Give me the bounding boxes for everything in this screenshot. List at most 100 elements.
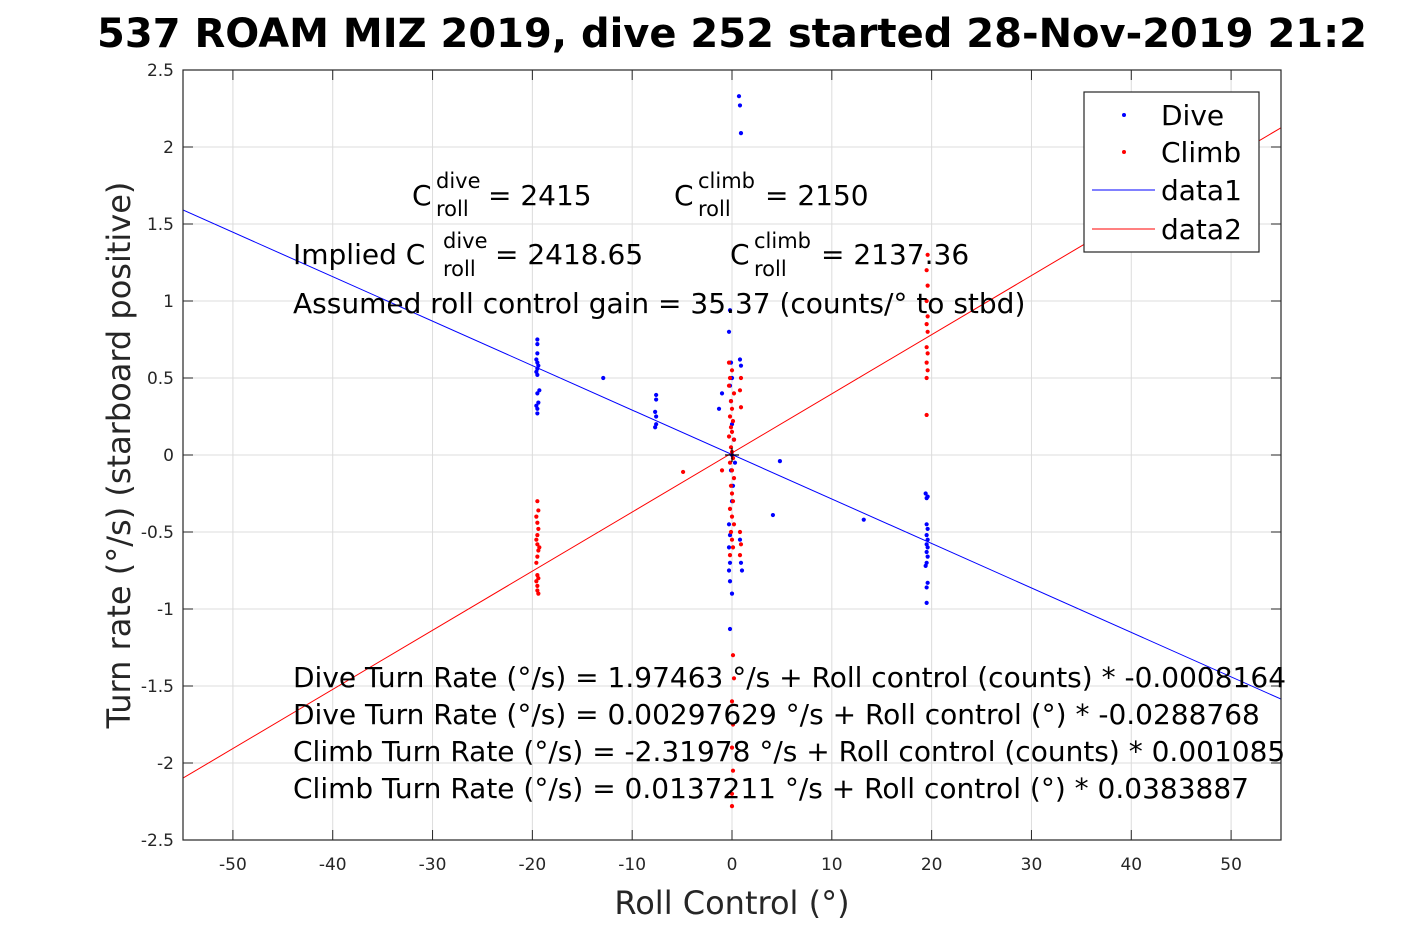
- point-climb: [737, 529, 743, 535]
- point-climb: [731, 676, 737, 681]
- point-dive: [732, 460, 738, 465]
- annotation-implied-dive-sup: dive: [443, 229, 488, 253]
- point-climb: [727, 414, 733, 419]
- point-climb: [738, 375, 744, 381]
- y-tick-label: 0: [163, 446, 174, 466]
- svg-text:C: C: [412, 179, 432, 212]
- x-tick-label: 20: [921, 855, 943, 875]
- x-tick-label: 10: [821, 855, 843, 875]
- point-climb: [535, 554, 540, 559]
- legend-label-climb: Climb: [1161, 136, 1241, 169]
- point-dive: [925, 545, 930, 550]
- point-dive: [924, 585, 929, 590]
- point-dive: [653, 409, 658, 414]
- point-dive: [727, 626, 733, 632]
- point-climb: [726, 434, 732, 439]
- point-dive: [923, 491, 928, 496]
- data-points: [534, 94, 930, 809]
- annotation-c-climb-value: = 2150: [765, 179, 869, 212]
- point-climb: [729, 791, 735, 796]
- legend: Dive Climb data1 data2: [1083, 91, 1260, 253]
- point-climb: [924, 375, 929, 381]
- point-dive: [727, 560, 733, 565]
- y-axis-label: Turn rate (°/s) (starboard positive): [100, 182, 138, 730]
- point-climb: [535, 583, 540, 589]
- point-dive: [924, 600, 929, 605]
- y-tick-labels: -2.5 -2 -1.5 -1 -0.5 0 0.5 1 1.5 2 2.5: [141, 61, 174, 851]
- point-climb: [534, 579, 539, 584]
- y-tick-label: -0.5: [141, 523, 174, 543]
- fit-equation: Climb Turn Rate (°/s) = -2.31978 °/s + R…: [293, 735, 1285, 768]
- point-climb: [730, 768, 736, 773]
- point-climb: [729, 491, 735, 496]
- point-climb: [729, 406, 735, 411]
- point-dive: [738, 131, 744, 136]
- svg-text:C: C: [730, 238, 750, 271]
- point-dive: [729, 591, 735, 596]
- point-climb: [925, 283, 930, 288]
- annotation-c-dive: C dive roll = 2415: [412, 169, 592, 221]
- point-climb: [727, 460, 733, 465]
- annotation-c-dive-sup: dive: [436, 169, 481, 193]
- legend-label-dive: Dive: [1161, 99, 1224, 132]
- point-climb: [536, 526, 541, 532]
- point-dive: [924, 532, 929, 538]
- point-climb: [727, 506, 733, 511]
- point-dive: [654, 392, 659, 398]
- point-dive: [535, 391, 540, 396]
- point-dive: [726, 545, 732, 550]
- point-dive: [924, 549, 929, 555]
- y-tick-label: 2.5: [147, 61, 174, 81]
- annotation-implied-dive-sub: roll: [443, 257, 476, 281]
- fit-equation: Dive Turn Rate (°/s) = 0.00297629 °/s + …: [293, 698, 1260, 731]
- point-dive: [716, 406, 722, 411]
- y-tick-label: -2.5: [141, 831, 174, 851]
- point-dive: [777, 459, 783, 464]
- point-climb: [728, 425, 734, 430]
- point-climb: [729, 514, 735, 519]
- point-dive: [654, 414, 659, 419]
- point-climb: [731, 391, 737, 396]
- annotation-implied-dive: Implied C dive roll = 2418.65: [293, 229, 643, 281]
- svg-text:Implied C: Implied C: [293, 238, 425, 271]
- origin-marker: [725, 448, 739, 462]
- legend-marker-dive: [1122, 113, 1126, 117]
- point-climb: [728, 399, 734, 404]
- point-dive: [535, 337, 540, 342]
- x-tick-label: 30: [1021, 855, 1043, 875]
- point-climb: [925, 314, 930, 319]
- point-dive: [739, 568, 745, 573]
- point-dive: [925, 580, 930, 585]
- point-dive: [727, 579, 733, 584]
- x-tick-label: -20: [518, 855, 546, 875]
- point-climb: [534, 537, 539, 542]
- point-climb: [730, 499, 736, 504]
- x-tick-label: 40: [1120, 855, 1142, 875]
- x-tick-label: 50: [1220, 855, 1242, 875]
- point-climb: [731, 476, 737, 481]
- point-dive: [535, 372, 540, 378]
- legend-label-data1: data1: [1161, 174, 1242, 207]
- x-tick-label: -40: [319, 855, 347, 875]
- point-climb: [924, 412, 929, 418]
- annotation-implied-climb-sup: climb: [754, 229, 811, 253]
- point-climb: [727, 375, 733, 381]
- point-dive: [535, 342, 540, 347]
- point-climb: [729, 745, 735, 750]
- point-climb: [536, 548, 541, 553]
- point-dive: [737, 537, 743, 542]
- point-climb: [729, 429, 735, 434]
- point-climb: [730, 419, 736, 424]
- point-climb: [729, 804, 735, 809]
- annotation-c-climb-sup: climb: [698, 169, 755, 193]
- point-climb: [719, 468, 725, 473]
- point-climb: [731, 437, 737, 442]
- point-climb: [924, 268, 929, 273]
- point-dive: [536, 400, 541, 405]
- point-climb: [535, 520, 540, 525]
- point-dive: [770, 512, 776, 518]
- legend-box: [1083, 91, 1260, 253]
- point-climb: [729, 537, 735, 542]
- annotation-c-dive-sub: roll: [436, 197, 469, 221]
- point-dive: [726, 522, 732, 527]
